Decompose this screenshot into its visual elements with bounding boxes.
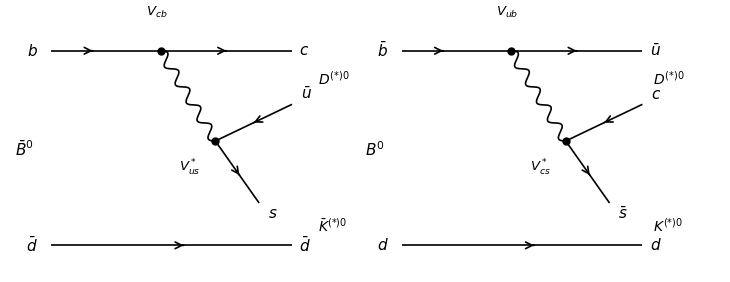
Text: $\bar{u}$: $\bar{u}$ [301,85,312,102]
Text: $s$: $s$ [268,206,277,221]
Text: $b$: $b$ [27,43,38,59]
Text: $\bar{B}^0$: $\bar{B}^0$ [15,140,34,159]
Text: $d$: $d$ [377,237,388,253]
Text: $V^*_{us}$: $V^*_{us}$ [179,158,201,178]
Text: $K^{(*)0}$: $K^{(*)0}$ [653,217,683,235]
Text: $\bar{K}^{(*)0}$: $\bar{K}^{(*)0}$ [318,217,347,235]
Text: $V_{ub}$: $V_{ub}$ [496,5,518,20]
Text: $\bar{u}$: $\bar{u}$ [650,43,661,59]
Text: $d$: $d$ [650,237,661,253]
Text: $B^0$: $B^0$ [365,140,385,159]
Text: $\bar{b}$: $\bar{b}$ [377,41,388,60]
Text: $D^{(*)0}$: $D^{(*)0}$ [318,70,349,88]
Text: $V^*_{cs}$: $V^*_{cs}$ [531,158,551,178]
Text: $V_{cb}$: $V_{cb}$ [146,5,168,20]
Text: $\bar{s}$: $\bar{s}$ [618,206,628,222]
Text: $c$: $c$ [651,87,661,102]
Text: $c$: $c$ [299,43,310,58]
Text: $D^{(*)0}$: $D^{(*)0}$ [653,70,685,88]
Text: $\bar{d}$: $\bar{d}$ [299,236,311,255]
Text: $\bar{d}$: $\bar{d}$ [26,236,38,255]
